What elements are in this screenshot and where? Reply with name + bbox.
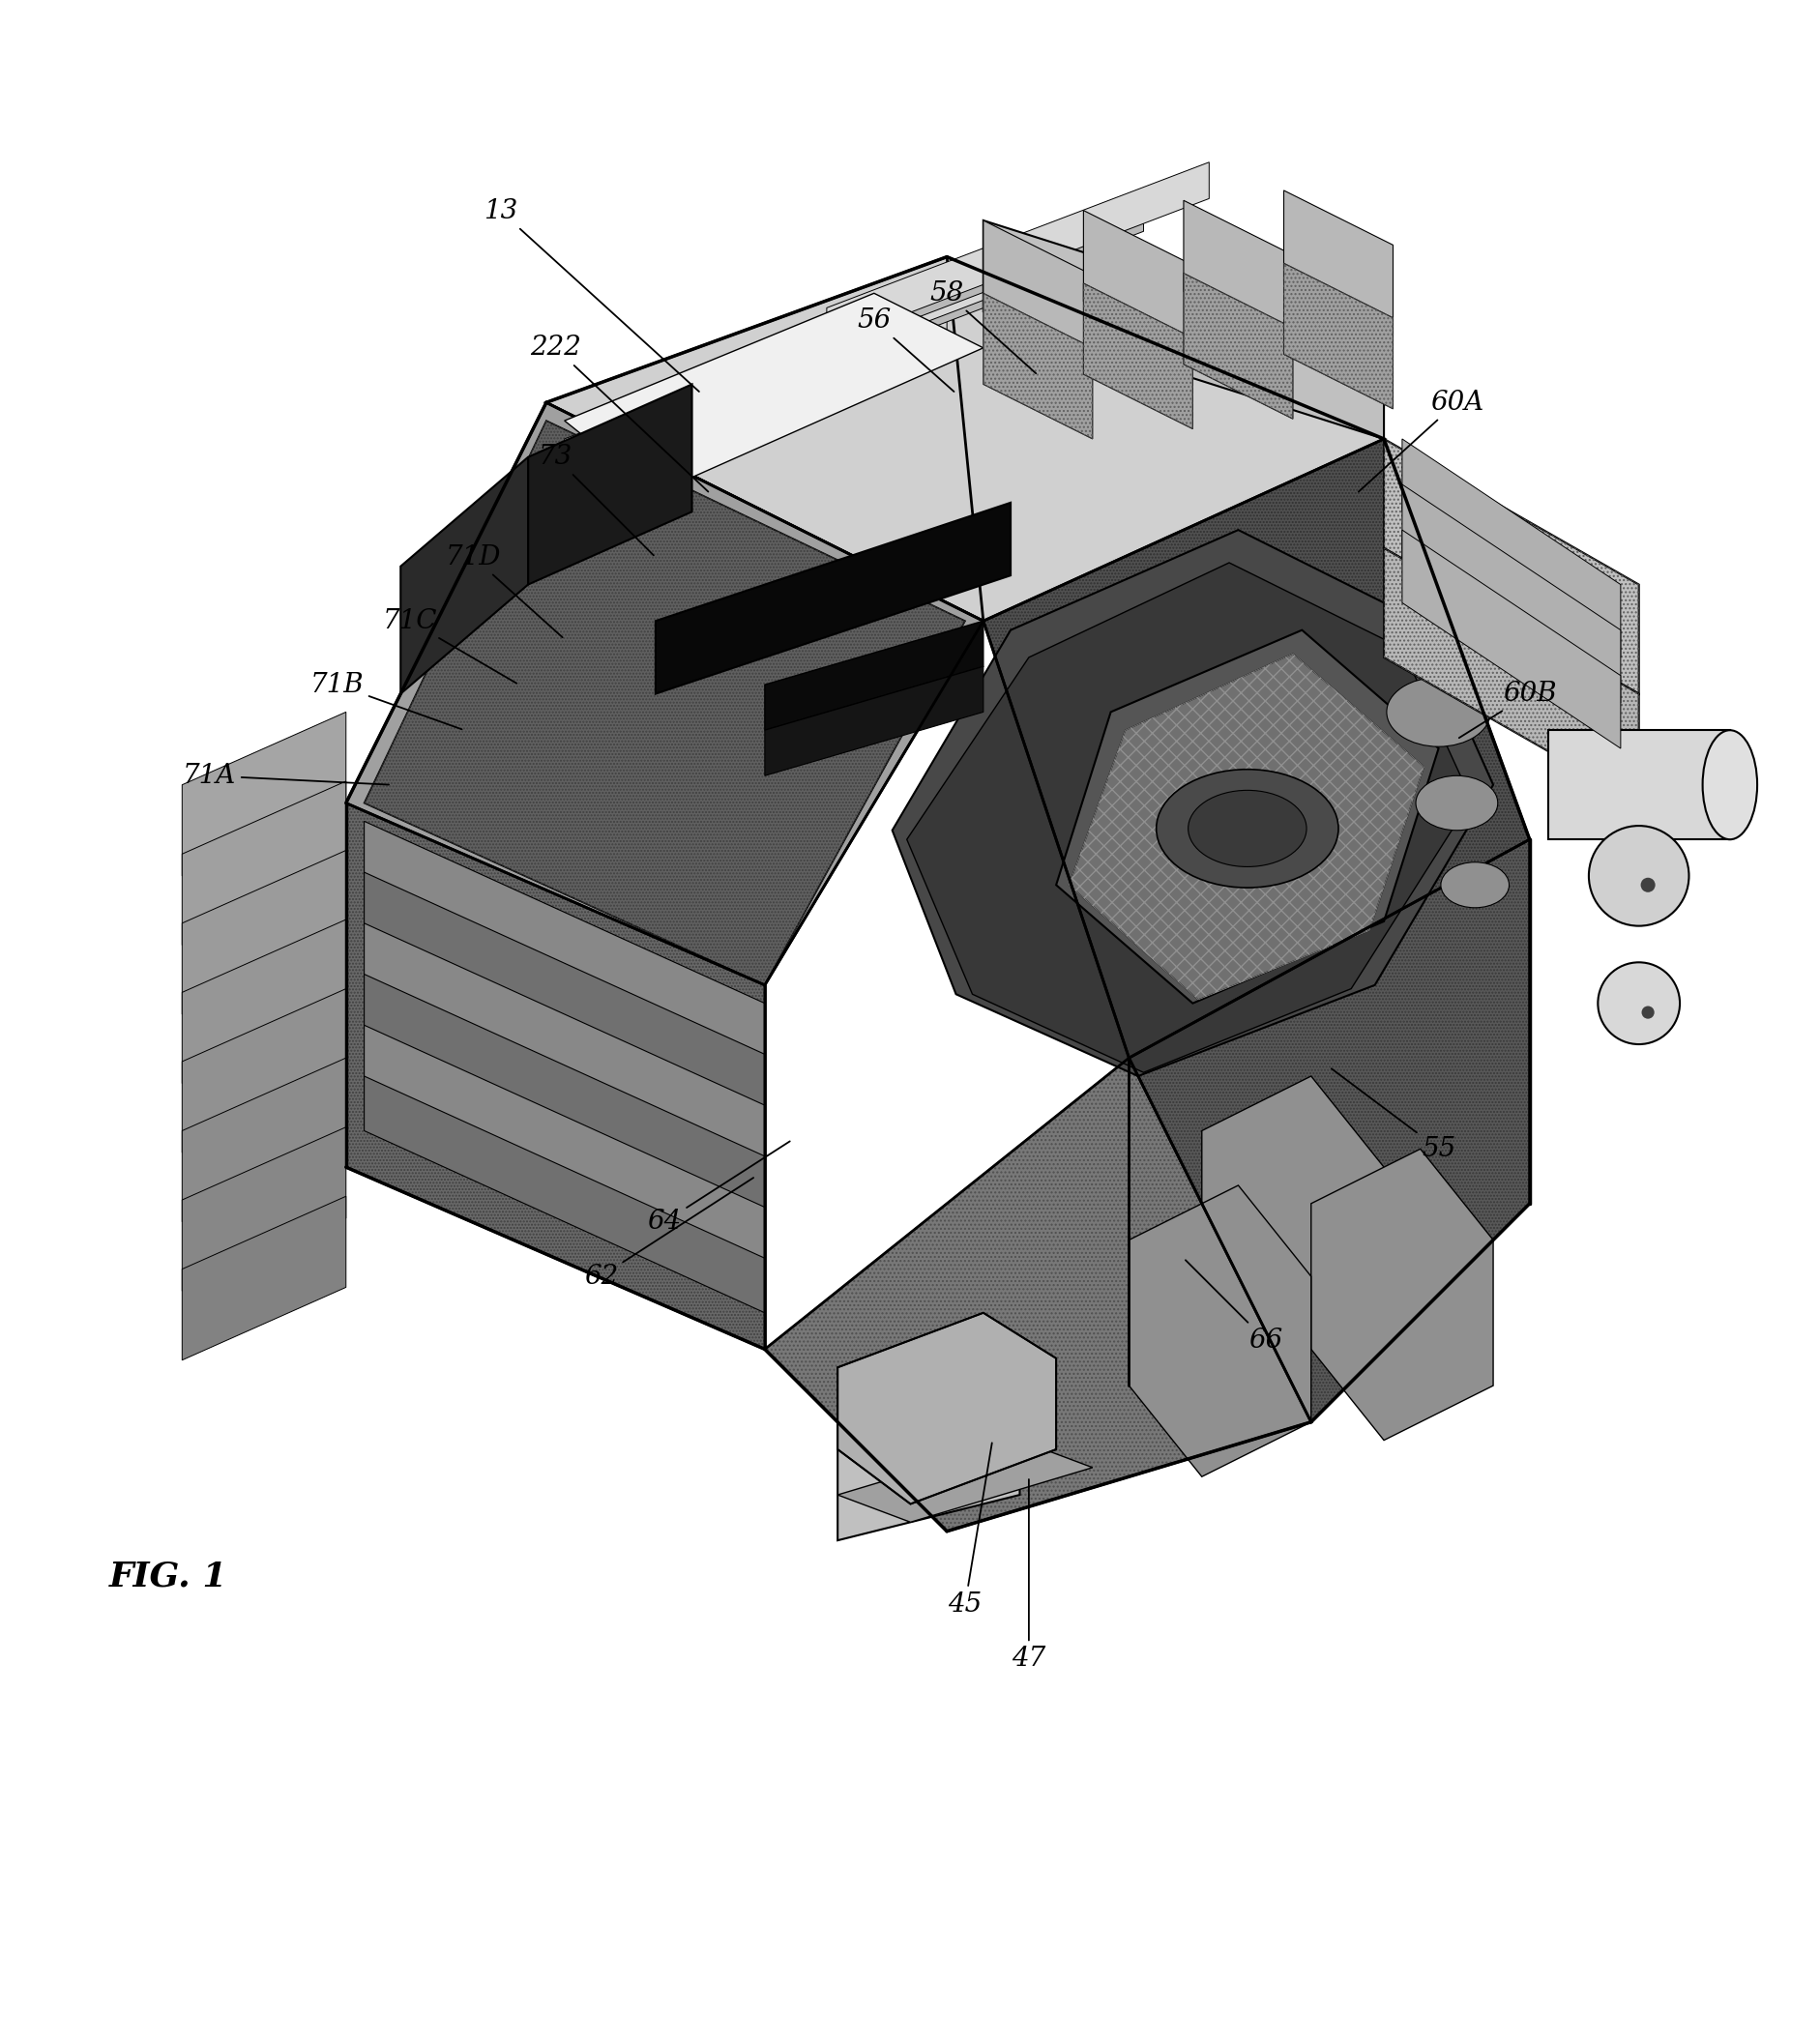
Polygon shape	[655, 503, 1010, 695]
Polygon shape	[1183, 274, 1292, 419]
Polygon shape	[400, 458, 528, 695]
Polygon shape	[764, 621, 983, 729]
Polygon shape	[764, 1058, 1310, 1532]
Text: 64: 64	[648, 1142, 790, 1234]
Polygon shape	[1201, 1077, 1383, 1367]
Polygon shape	[364, 872, 764, 1109]
Ellipse shape	[1587, 825, 1689, 925]
Text: 13: 13	[484, 198, 699, 392]
Polygon shape	[837, 1314, 1056, 1504]
Polygon shape	[546, 257, 1383, 621]
Ellipse shape	[1702, 729, 1756, 840]
Polygon shape	[182, 713, 346, 876]
Polygon shape	[1283, 264, 1392, 409]
Polygon shape	[1083, 210, 1192, 355]
Ellipse shape	[1598, 962, 1680, 1044]
Polygon shape	[1401, 484, 1620, 703]
Polygon shape	[182, 919, 346, 1083]
Ellipse shape	[1440, 862, 1509, 907]
Text: 56: 56	[857, 308, 954, 392]
Polygon shape	[564, 294, 983, 494]
Text: 73: 73	[539, 443, 653, 556]
Polygon shape	[564, 294, 946, 476]
Polygon shape	[1068, 654, 1423, 999]
Polygon shape	[1310, 1148, 1492, 1440]
Polygon shape	[837, 1367, 1019, 1540]
Polygon shape	[182, 1128, 346, 1291]
Polygon shape	[182, 780, 346, 946]
Polygon shape	[182, 989, 346, 1152]
Polygon shape	[1547, 729, 1729, 840]
Polygon shape	[364, 923, 764, 1160]
Text: 71D: 71D	[446, 543, 562, 637]
Polygon shape	[1128, 840, 1529, 1422]
Ellipse shape	[1416, 776, 1498, 829]
Polygon shape	[364, 421, 965, 985]
Polygon shape	[1283, 190, 1392, 335]
Polygon shape	[182, 1058, 346, 1222]
Polygon shape	[182, 1197, 346, 1361]
Polygon shape	[1401, 529, 1620, 748]
Ellipse shape	[1156, 770, 1338, 889]
Polygon shape	[1383, 548, 1638, 803]
Polygon shape	[906, 562, 1471, 1073]
Polygon shape	[695, 227, 1077, 411]
Polygon shape	[364, 975, 764, 1211]
Polygon shape	[892, 529, 1492, 1077]
Text: 62: 62	[584, 1177, 753, 1289]
Polygon shape	[983, 439, 1529, 1058]
Text: 66: 66	[1185, 1261, 1281, 1352]
Polygon shape	[346, 803, 764, 1348]
Text: 222: 222	[530, 335, 708, 492]
Text: 60B: 60B	[1458, 680, 1556, 738]
Polygon shape	[764, 1058, 1310, 1532]
Ellipse shape	[1387, 678, 1491, 746]
Polygon shape	[528, 384, 692, 584]
Polygon shape	[364, 1026, 764, 1263]
Polygon shape	[1383, 439, 1638, 695]
Polygon shape	[826, 161, 1208, 343]
Polygon shape	[1401, 439, 1620, 658]
Ellipse shape	[1188, 791, 1307, 866]
Polygon shape	[837, 1440, 1092, 1522]
Ellipse shape	[1640, 1005, 1653, 1019]
Ellipse shape	[1640, 878, 1654, 893]
Text: FIG. 1: FIG. 1	[109, 1561, 228, 1594]
Polygon shape	[1083, 284, 1192, 429]
Polygon shape	[983, 221, 1383, 439]
Polygon shape	[983, 439, 1529, 1058]
Polygon shape	[364, 821, 764, 1058]
Polygon shape	[346, 803, 764, 1348]
Polygon shape	[182, 850, 346, 1013]
Polygon shape	[1183, 200, 1292, 345]
Text: 45: 45	[948, 1442, 992, 1618]
Polygon shape	[1056, 629, 1438, 1003]
Polygon shape	[346, 402, 983, 985]
Text: 58: 58	[930, 280, 1036, 374]
Polygon shape	[983, 221, 1092, 366]
Polygon shape	[761, 194, 1143, 378]
Polygon shape	[364, 1077, 764, 1314]
Text: 71C: 71C	[382, 609, 517, 682]
Polygon shape	[764, 666, 983, 776]
Text: 71A: 71A	[182, 762, 389, 789]
Polygon shape	[1128, 1185, 1310, 1477]
Text: 71B: 71B	[309, 672, 462, 729]
Text: 47: 47	[1012, 1479, 1045, 1671]
Polygon shape	[983, 294, 1092, 439]
Text: 60A: 60A	[1358, 390, 1483, 492]
Polygon shape	[1128, 840, 1529, 1422]
Text: 55: 55	[1330, 1068, 1454, 1162]
Polygon shape	[630, 259, 1012, 443]
